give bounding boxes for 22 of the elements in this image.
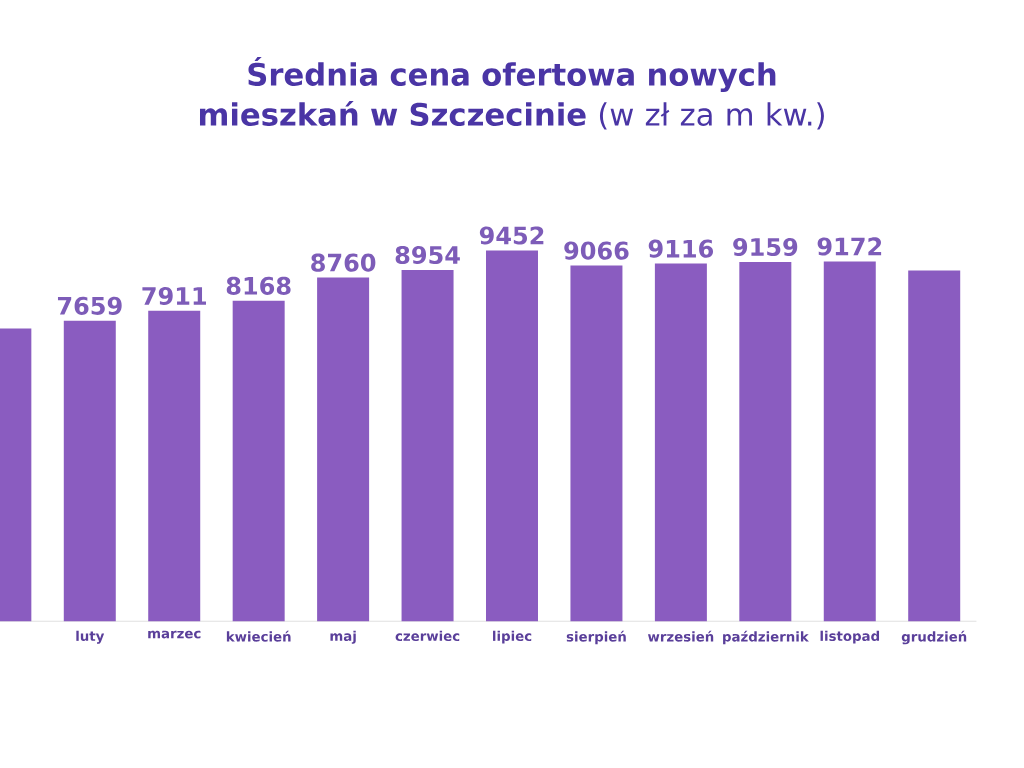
bar xyxy=(908,270,961,622)
bar xyxy=(739,261,792,622)
data-label: 9066 xyxy=(564,241,629,260)
data-label: 9116 xyxy=(648,239,714,258)
bar xyxy=(63,320,116,622)
data-label: 8168 xyxy=(226,276,291,295)
bar xyxy=(232,300,285,622)
bar xyxy=(570,265,623,622)
bar xyxy=(654,263,707,622)
data-label: 9452 xyxy=(479,226,544,245)
data-label: 7911 xyxy=(142,286,206,305)
bar xyxy=(486,250,538,622)
data-label: 8954 xyxy=(395,245,460,265)
bar xyxy=(317,277,370,622)
bar xyxy=(148,310,201,622)
data-label: 7659 xyxy=(57,296,122,315)
data-label: 9159 xyxy=(733,237,798,257)
bar xyxy=(823,261,876,622)
bar xyxy=(401,269,454,622)
data-label: 9172 xyxy=(817,237,882,256)
data-label: 8760 xyxy=(311,253,376,272)
chart-title: Średnia cena ofertowa nowych mieszkań w Szczecinie (w zł za m kw.) xyxy=(199,57,824,130)
